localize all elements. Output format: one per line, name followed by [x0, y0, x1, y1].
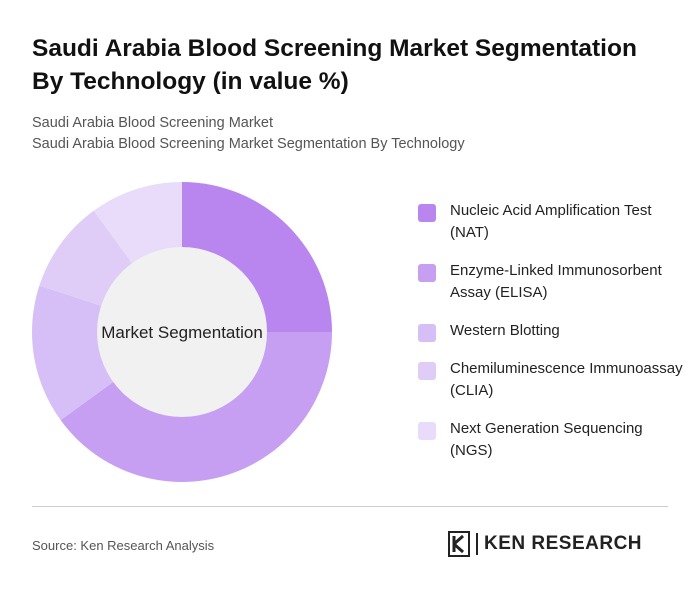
ken-research-logo: KEN RESEARCH — [448, 530, 642, 558]
legend-item: Enzyme-Linked Immunosorbent Assay (ELISA… — [418, 260, 688, 304]
donut-center-label: Market Segmentation — [101, 323, 263, 342]
donut-chart: Market Segmentation — [31, 182, 333, 482]
chart-legend: Nucleic Acid Amplification Test (NAT) Enz… — [418, 200, 688, 478]
logo-separator — [476, 533, 478, 555]
legend-swatch — [418, 204, 436, 222]
legend-swatch — [418, 264, 436, 282]
legend-item: Chemiluminescence Immunoassay (CLIA) — [418, 358, 688, 402]
chart-subtitle: Saudi Arabia Blood Screening Market Saud… — [32, 113, 465, 155]
legend-label: Western Blotting — [450, 322, 560, 339]
subtitle-line-2: Saudi Arabia Blood Screening Market Segm… — [32, 136, 465, 152]
legend-label: Next Generation Sequencing (NGS) — [450, 420, 643, 459]
legend-swatch — [418, 422, 436, 440]
legend-label: Nucleic Acid Amplification Test (NAT) — [450, 202, 652, 241]
subtitle-line-1: Saudi Arabia Blood Screening Market — [32, 115, 274, 131]
legend-label: Enzyme-Linked Immunosorbent Assay (ELISA… — [450, 262, 662, 301]
legend-label: Chemiluminescence Immunoassay (CLIA) — [450, 360, 683, 399]
footer-divider — [32, 506, 668, 507]
legend-swatch — [418, 362, 436, 380]
chart-title: Saudi Arabia Blood Screening Market Segm… — [32, 35, 637, 95]
logo-text: KEN RESEARCH — [484, 533, 643, 554]
legend-item: Western Blotting — [418, 320, 688, 342]
legend-item: Next Generation Sequencing (NGS) — [418, 418, 688, 462]
legend-swatch — [418, 324, 436, 342]
source-note: Source: Ken Research Analysis — [32, 538, 215, 553]
donut-hole — [97, 247, 267, 417]
ken-research-logo-icon — [448, 531, 470, 557]
legend-item: Nucleic Acid Amplification Test (NAT) — [418, 200, 688, 244]
